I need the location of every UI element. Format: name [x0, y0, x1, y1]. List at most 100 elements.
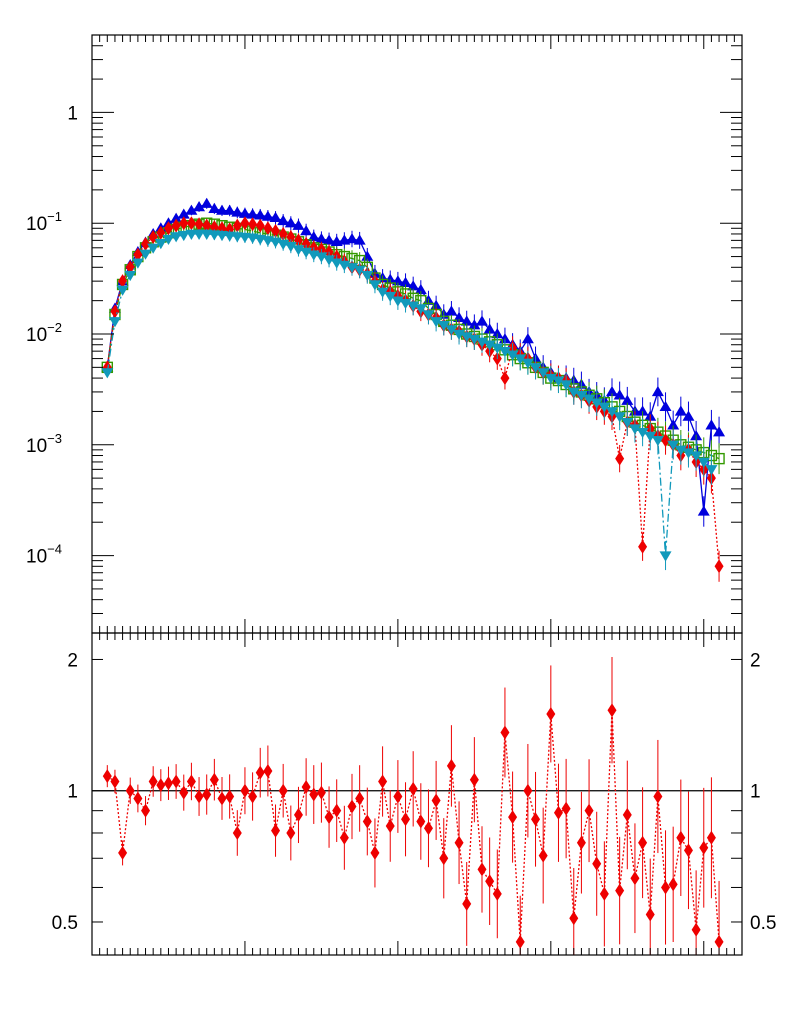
upper-point-blue	[277, 214, 290, 226]
upper-point-red	[301, 236, 311, 251]
upper-point-red	[133, 247, 143, 262]
upper-point-blue	[269, 211, 282, 222]
upper-point-cyan	[628, 424, 641, 435]
upper-point-blue	[613, 389, 626, 400]
lower-point-ratio	[339, 830, 349, 845]
upper-point-cyan	[506, 350, 519, 361]
upper-point-blue	[346, 233, 358, 244]
lower-point-ratio	[378, 774, 388, 789]
upper-point-blue	[223, 204, 236, 215]
upper-point-cyan	[177, 230, 190, 242]
lower-point-ratio	[477, 862, 487, 877]
upper-ytick-label: 10−3	[26, 431, 62, 457]
upper-point-red	[171, 218, 181, 233]
lower-point-ratio	[439, 851, 449, 866]
lower-panel: 2 2 1 1 0.5 0.5	[52, 632, 776, 956]
upper-point-cyan	[460, 332, 473, 343]
lower-ticks: 2 2 1 1 0.5 0.5	[52, 633, 776, 955]
upper-point-red	[615, 451, 625, 466]
lower-point-ratio	[332, 803, 342, 818]
lower-point-ratio	[148, 774, 158, 789]
upper-point-red	[248, 217, 258, 232]
lower-ytick-label-right: 0.5	[750, 913, 776, 934]
lower-frame	[91, 632, 743, 956]
lower-point-ratio	[209, 772, 219, 787]
lower-point-ratio	[469, 772, 479, 787]
lower-point-ratio	[523, 783, 533, 798]
lower-point-ratio	[691, 922, 701, 937]
lower-point-ratio	[240, 783, 250, 798]
lower-point-ratio	[492, 886, 502, 901]
upper-ticks: 1 10−1 10−2 10−3 10−4	[26, 34, 743, 634]
upper-point-cyan	[659, 551, 672, 562]
upper-point-blue	[713, 426, 726, 437]
upper-point-cyan	[399, 298, 412, 310]
upper-ytick-exponent: −1	[47, 209, 62, 224]
upper-point-blue	[521, 333, 534, 344]
lower-point-ratio	[141, 803, 151, 818]
upper-point-blue	[246, 208, 259, 219]
upper-point-blue	[231, 206, 244, 217]
upper-point-cyan	[567, 387, 580, 398]
lower-point-ratio	[171, 774, 181, 789]
lower-point-ratio	[355, 791, 365, 806]
upper-ytick-exponent: −3	[47, 431, 62, 446]
upper-point-blue	[353, 234, 366, 245]
upper-series-line-blue	[106, 202, 720, 512]
lower-point-ratio	[508, 810, 518, 825]
lower-point-ratio	[706, 830, 716, 845]
lower-point-ratio	[202, 787, 212, 802]
lower-point-ratio	[638, 835, 648, 850]
upper-series-layer	[101, 197, 726, 582]
lower-point-ratio	[431, 793, 441, 808]
upper-point-cyan	[575, 391, 588, 402]
upper-point-red	[278, 226, 288, 241]
lower-point-ratio	[362, 814, 372, 829]
upper-point-blue	[292, 219, 305, 230]
upper-point-red	[110, 304, 120, 319]
upper-point-cyan	[300, 247, 313, 258]
lower-point-ratio	[125, 783, 135, 798]
upper-point-cyan	[667, 440, 680, 451]
upper-point-blue	[216, 204, 228, 215]
lower-point-ratio	[194, 789, 204, 804]
upper-point-blue	[621, 394, 634, 405]
upper-point-cyan	[682, 448, 695, 459]
upper-point-cyan	[368, 280, 381, 291]
upper-point-red	[179, 216, 189, 231]
upper-point-blue	[399, 276, 412, 287]
upper-panel: 1 10−1 10−2 10−3 10−4	[26, 34, 743, 634]
upper-point-cyan	[292, 245, 305, 256]
upper-point-cyan	[437, 321, 450, 332]
lower-point-ratio	[592, 856, 602, 871]
upper-point-blue	[476, 315, 488, 326]
lower-point-ratio	[416, 814, 426, 829]
upper-point-red	[240, 216, 250, 231]
upper-point-blue	[261, 210, 274, 221]
lower-point-ratio	[699, 840, 709, 855]
upper-point-cyan	[430, 317, 443, 328]
upper-ytick-label: 10−4	[26, 542, 62, 568]
upper-point-cyan	[636, 427, 649, 439]
lower-point-ratio	[102, 769, 112, 784]
lower-ytick-label-right: 2	[750, 650, 761, 671]
upper-point-blue	[323, 234, 336, 245]
upper-point-blue	[200, 197, 213, 208]
upper-point-cyan	[468, 334, 481, 346]
upper-point-cyan	[552, 376, 565, 387]
lower-point-ratio	[653, 789, 663, 804]
upper-point-red	[714, 559, 724, 574]
upper-ytick-label: 10−1	[26, 209, 62, 235]
upper-point-blue	[453, 311, 466, 323]
upper-point-blue	[468, 319, 481, 330]
upper-point-cyan	[560, 380, 573, 391]
upper-ytick-label: 10−2	[26, 320, 62, 346]
upper-ytick-exponent: −2	[47, 320, 62, 335]
upper-point-blue	[300, 225, 313, 236]
lower-ytick-label: 1	[67, 782, 78, 803]
upper-point-green	[713, 452, 725, 465]
upper-point-cyan	[162, 234, 175, 246]
upper-point-cyan	[476, 337, 488, 348]
lower-point-ratio	[454, 835, 464, 850]
upper-point-red	[255, 218, 265, 233]
